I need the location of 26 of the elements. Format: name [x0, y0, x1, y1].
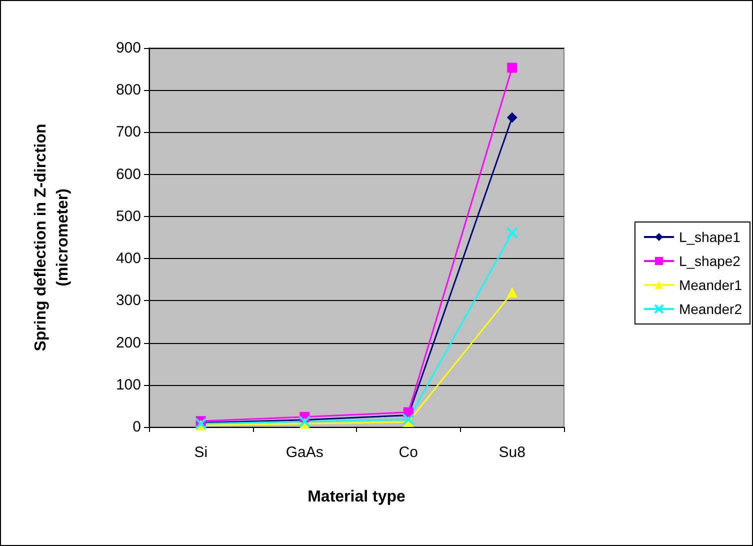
y-axis-title: Spring deflection in Z-dirction (micrometer)	[32, 124, 72, 352]
y-tick-label: 500	[116, 208, 141, 225]
y-tick-label: 400	[116, 250, 141, 268]
point	[507, 62, 518, 73]
legend-label: L_shape1	[678, 229, 741, 245]
point	[506, 226, 518, 239]
y-tick-label: 900	[116, 40, 141, 56]
y-tick-label: 0	[132, 418, 141, 436]
x-tick-label: GaAs	[286, 444, 324, 461]
legend-label: Meander1	[678, 277, 742, 293]
point	[507, 112, 518, 122]
y-tick-label: 300	[116, 292, 141, 310]
y-tick-label: 100	[116, 376, 141, 394]
point	[298, 416, 311, 428]
legend-label: L_shape2	[678, 253, 741, 269]
x-axis-title: Material type	[308, 488, 406, 506]
y-tick-label: 200	[116, 334, 141, 352]
y-tick-label: 600	[116, 166, 141, 183]
x-tick-label: Si	[194, 444, 208, 461]
point	[402, 413, 414, 426]
y-tick-label: 800	[116, 82, 141, 99]
x-tick-label: Co	[398, 444, 418, 461]
point	[507, 288, 518, 298]
y-tick-label: 700	[116, 124, 141, 141]
x-tick-label: Su8	[498, 444, 526, 461]
legend-label: Meander2	[678, 301, 742, 317]
